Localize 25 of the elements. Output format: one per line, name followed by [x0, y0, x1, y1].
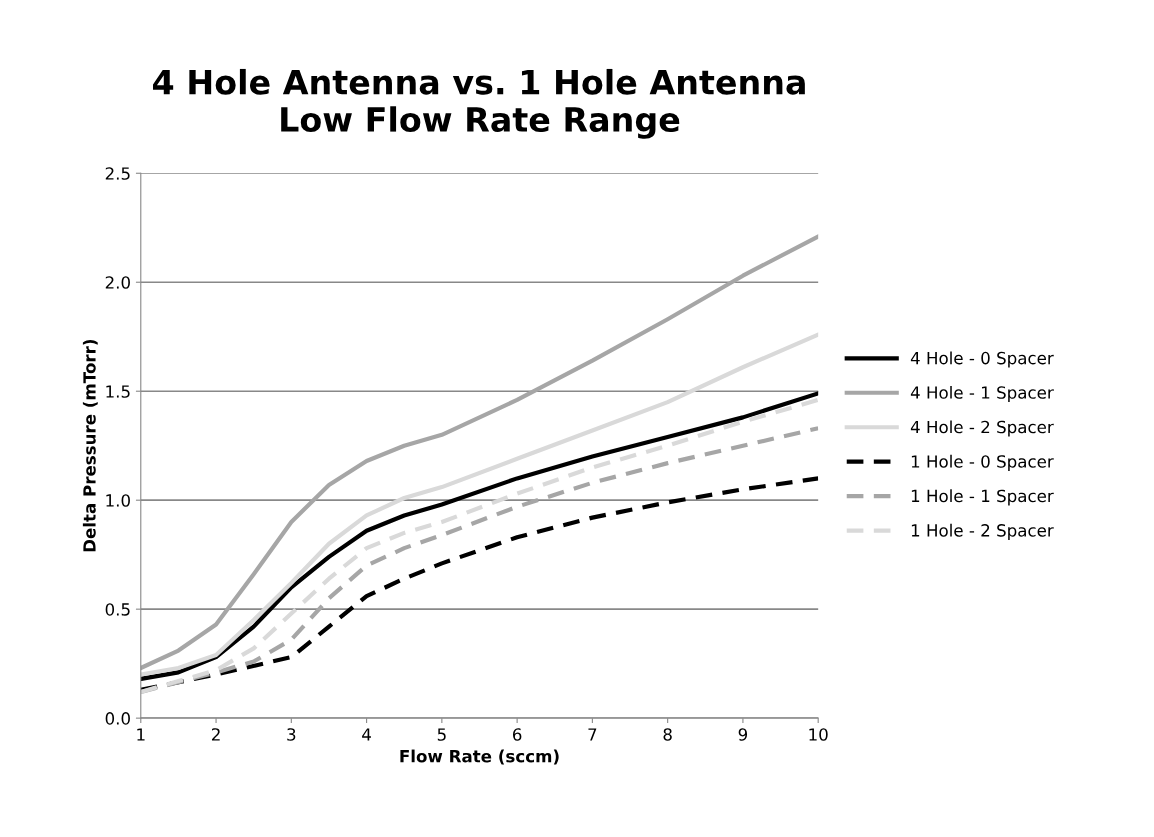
x-tick-label: 5 [437, 728, 446, 741]
x-tick-label: 1 [137, 728, 145, 741]
legend-label: 4 Hole - 0 Spacer [910, 351, 1054, 368]
y-axis-title: Delta Pressure (mTorr) [82, 339, 98, 552]
x-tick-label: 6 [512, 728, 522, 741]
legend-label: 1 Hole - 0 Spacer [911, 454, 1054, 471]
y-tick-label: 2.0 [105, 276, 130, 289]
x-tick-label: 3 [287, 728, 296, 741]
y-tick-label: 1.5 [106, 385, 130, 398]
x-tick-label: 4 [362, 728, 371, 741]
y-tick-label: 1.0 [106, 494, 130, 507]
x-tick-label: 9 [738, 728, 748, 741]
legend-label: 4 Hole - 2 Spacer [910, 420, 1054, 437]
x-tick-label: 7 [588, 728, 597, 741]
y-tick-label: 0.0 [105, 712, 130, 725]
x-axis-title: Flow Rate (sccm) [400, 749, 559, 765]
legend-label: 1 Hole - 1 Spacer [911, 489, 1054, 506]
x-tick-label: 2 [211, 728, 220, 741]
legend-label: 4 Hole - 1 Spacer [910, 385, 1054, 403]
chart-title: 4 Hole Antenna vs. 1 Hole Antenna Low Flow Rate Range [153, 68, 805, 139]
legend-label: 1 Hole - 2 Spacer [911, 523, 1054, 540]
x-tick-label: 8 [663, 728, 672, 741]
y-tick-label: 0.5 [105, 603, 130, 616]
y-tick-label: 2.5 [105, 167, 130, 180]
x-tick-label: 10 [809, 728, 828, 741]
